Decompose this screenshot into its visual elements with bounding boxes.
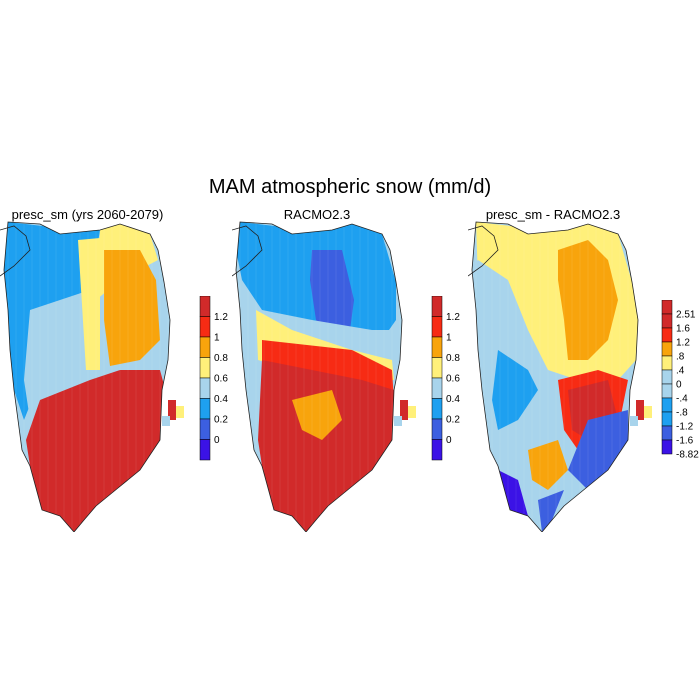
colorbar-swatch	[199, 418, 211, 440]
coastline	[471, 221, 639, 532]
colorbar-tick-label: -1.2	[676, 422, 694, 433]
map-field-2	[236, 222, 402, 532]
colorbar-swatch	[661, 411, 673, 427]
colorbar-tick-label: 2.51	[676, 310, 696, 321]
colorbar-tick-label: -1.6	[676, 436, 694, 447]
colorbar-swatch	[199, 398, 211, 420]
colorbar-tick-label: 0.4	[214, 394, 228, 405]
coastline	[235, 221, 403, 532]
panel-1-map	[0, 221, 184, 532]
panel-1-title: presc_sm (yrs 2060-2079)	[11, 207, 164, 222]
colorbar-swatch	[431, 316, 443, 338]
map-field-1	[4, 222, 170, 532]
colorbar-swatch	[199, 316, 211, 338]
colorbar-swatch	[661, 439, 673, 455]
colorbar-swatch	[431, 398, 443, 420]
colorbar-tick-label: 1.2	[214, 312, 228, 323]
neighbor-coastline	[232, 225, 263, 277]
map-region-blue	[492, 350, 538, 430]
map-region-darkblue	[538, 490, 564, 532]
colorbar-tick-label: 1.2	[676, 338, 690, 349]
panel-2-title: RACMO2.3	[283, 207, 351, 222]
colorbar-swatch	[199, 377, 211, 399]
figure-title: MAM atmospheric snow (mm/d)	[208, 176, 492, 198]
colorbar-swatch	[431, 336, 443, 358]
island-patch	[162, 400, 184, 426]
panel-3-title: presc_sm - RACMO2.3	[485, 207, 621, 222]
map-region-orange	[528, 440, 568, 490]
map-region-darkred	[258, 360, 394, 532]
colorbar-swatch	[661, 425, 673, 441]
map-region-yellow	[78, 238, 100, 370]
map-field-3	[472, 222, 638, 532]
colorbar-tick-label: 0	[446, 435, 452, 446]
colorbar-swatch	[661, 327, 673, 343]
colorbar-swatch	[661, 313, 673, 329]
colorbar-swatch	[431, 377, 443, 399]
colorbar-tick-label: 0	[676, 380, 682, 391]
island-patch	[394, 400, 416, 426]
panel-2-colorbar: 1.2 1 0.8 0.6 0.4 0.2 0	[431, 296, 460, 461]
coastline	[3, 221, 171, 532]
colorbar-tick-label: 0.2	[446, 415, 460, 426]
colorbar-tick-label: .8	[676, 352, 685, 363]
colorbar-tick-label: 0	[214, 435, 220, 446]
colorbar-tick-label: 1.6	[676, 324, 690, 335]
colorbar-tick-label: 1.2	[446, 312, 460, 323]
colorbar-tick-label: .4	[676, 366, 685, 377]
colorbar-swatch	[431, 296, 443, 317]
map-region-darkred	[26, 370, 168, 532]
colorbar-swatch	[661, 383, 673, 399]
colorbar-tick-label: 0.4	[446, 394, 460, 405]
map-region-lightblue	[24, 290, 96, 420]
colorbar-tick-label: -8.82	[676, 450, 699, 461]
map-region-orange	[558, 240, 618, 360]
colorbar-swatch	[661, 341, 673, 357]
colorbar-swatch	[199, 296, 211, 317]
colorbar-tick-label: 0.6	[214, 374, 228, 385]
colorbar-swatch	[661, 397, 673, 413]
map-region-purple	[498, 470, 528, 516]
colorbar-tick-label: 0.8	[446, 353, 460, 364]
colorbar-tick-label: 0.8	[214, 353, 228, 364]
neighbor-coastline	[0, 225, 31, 277]
map-region-darkblue	[568, 410, 628, 488]
colorbar-tick-label: 1	[214, 333, 220, 344]
colorbar-tick-label: 0.2	[214, 415, 228, 426]
colorbar-swatch	[661, 369, 673, 385]
colorbar-swatch	[431, 418, 443, 440]
colorbar-tick-label: 0.6	[446, 374, 460, 385]
neighbor-coastline	[468, 225, 499, 277]
map-region-orange	[292, 390, 342, 440]
colorbar-tick-label: 1	[446, 333, 452, 344]
colorbar-swatch	[661, 355, 673, 371]
colorbar-tick-label: -.4	[676, 394, 688, 405]
map-region-orange	[104, 250, 160, 366]
colorbar-swatch	[431, 439, 443, 461]
panel-3-map	[468, 221, 652, 532]
panel-2-map	[232, 221, 416, 532]
colorbar-swatch	[431, 357, 443, 379]
panel-1-colorbar: 1.2 1 0.8 0.6 0.4 0.2 0	[199, 296, 228, 461]
map-region-darkblue	[310, 250, 354, 338]
panel-3-colorbar: 2.51 1.6 1.2 .8 .4 0 -.4 -.8 -1.2 -1.6 -8.82	[661, 300, 699, 461]
colorbar-swatch	[199, 439, 211, 461]
colorbar-swatch	[661, 300, 673, 315]
island-patch	[630, 400, 652, 426]
colorbar-swatch	[199, 357, 211, 379]
colorbar-tick-label: -.8	[676, 408, 688, 419]
colorbar-swatch	[199, 336, 211, 358]
